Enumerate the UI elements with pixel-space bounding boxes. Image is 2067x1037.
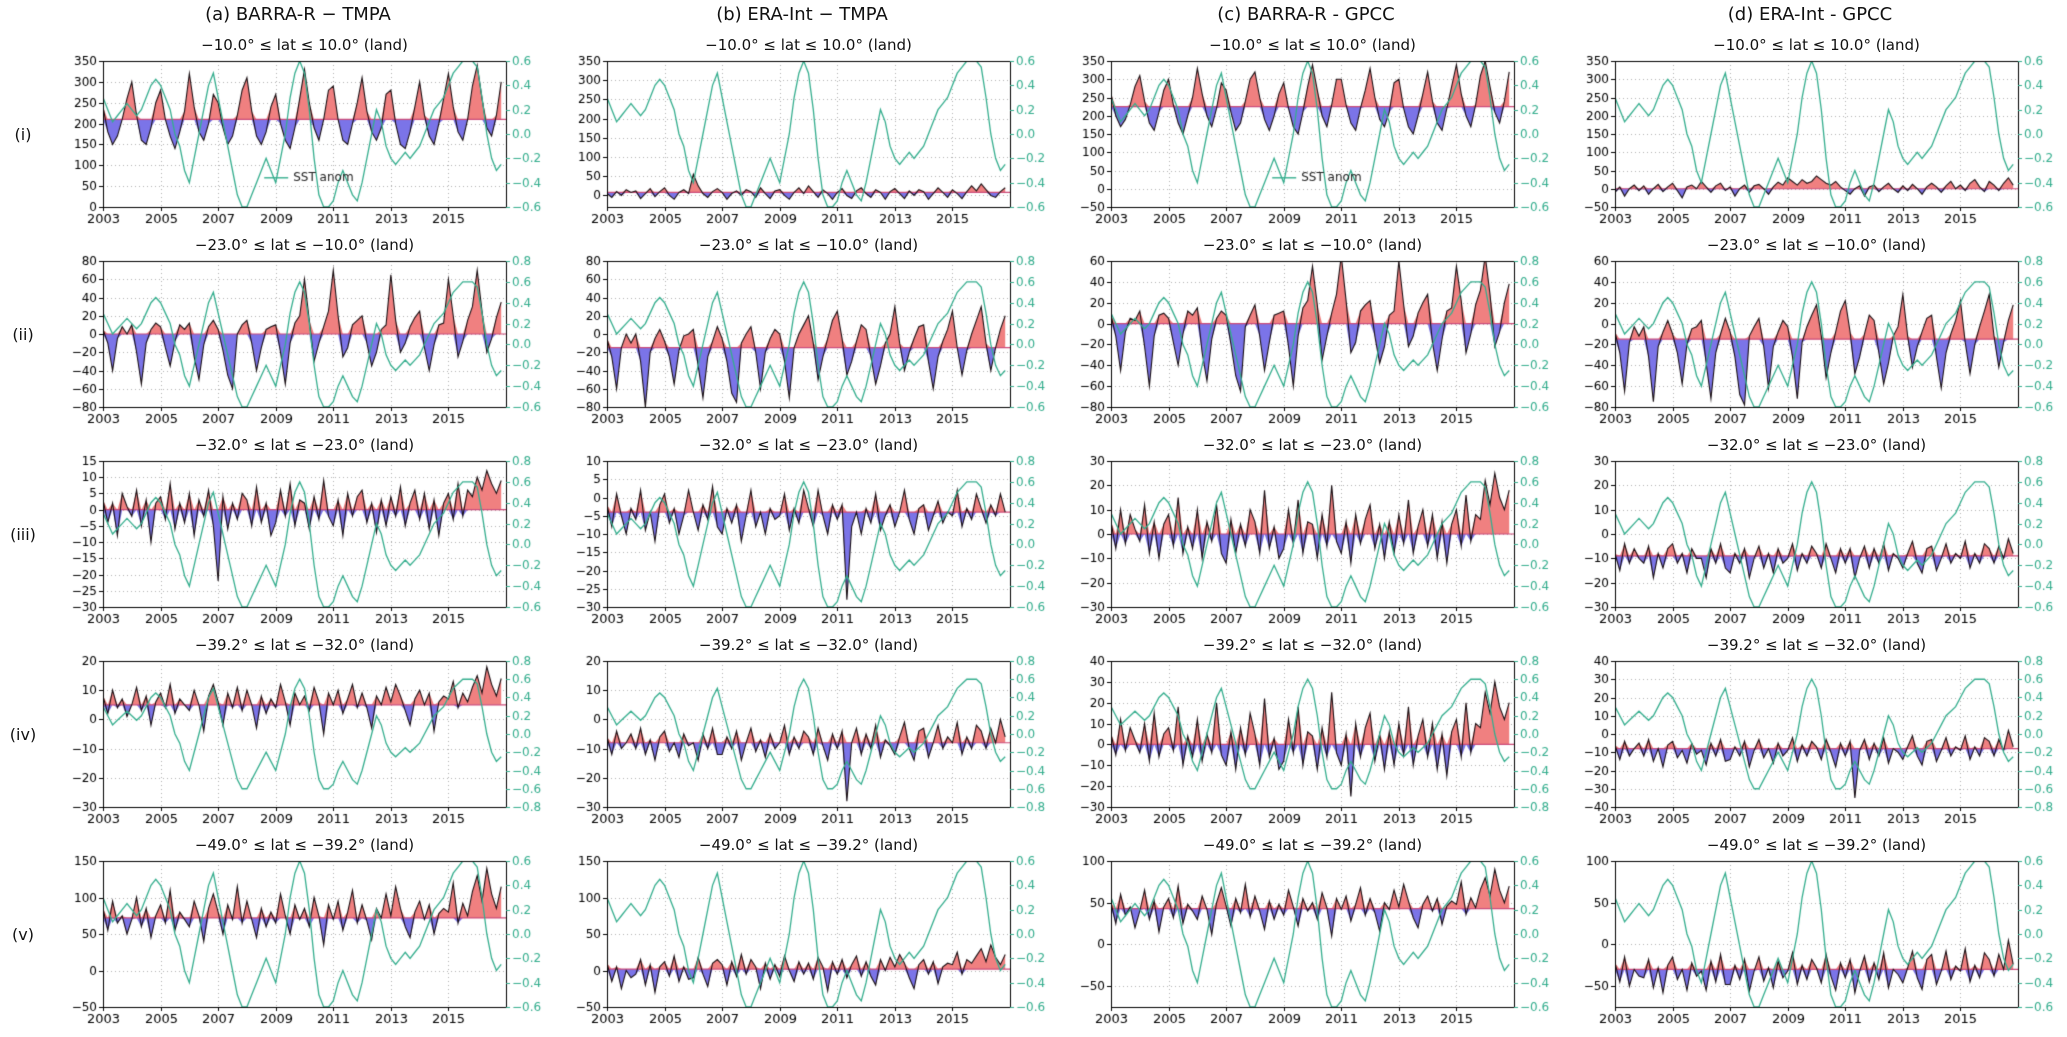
column-header-b: (b) ERA-Int − TMPA (716, 4, 888, 25)
panel-plot (46, 855, 550, 1034)
panel: −32.0° ≤ lat ≤ −23.0° (land) (1054, 434, 1558, 634)
row-label-iii: (iii) (10, 524, 36, 544)
panel-plot (550, 455, 1054, 634)
panel: −39.2° ≤ lat ≤ −32.0° (land) (550, 634, 1054, 834)
row-v: (v) −49.0° ≤ lat ≤ −39.2° (land) −49.0° … (0, 834, 2066, 1034)
panel-title: −23.0° ≤ lat ≤ −10.0° (land) (1706, 236, 1927, 254)
panel-title: −49.0° ≤ lat ≤ −39.2° (land) (194, 836, 415, 854)
panel-plot (1558, 455, 2062, 634)
panel: −32.0° ≤ lat ≤ −23.0° (land) (46, 434, 550, 634)
panel: −23.0° ≤ lat ≤ −10.0° (land) (1558, 234, 2062, 434)
panel-title: −39.2° ≤ lat ≤ −32.0° (land) (1706, 636, 1927, 654)
panel-title: −23.0° ≤ lat ≤ −10.0° (land) (194, 236, 415, 254)
panel-title: −23.0° ≤ lat ≤ −10.0° (land) (1202, 236, 1423, 254)
panel: −32.0° ≤ lat ≤ −23.0° (land) (1558, 434, 2062, 634)
row-iii: (iii) −32.0° ≤ lat ≤ −23.0° (land) −32.0… (0, 434, 2066, 634)
panel-title: −49.0° ≤ lat ≤ −39.2° (land) (1706, 836, 1927, 854)
panel-plot (46, 255, 550, 434)
panel: −10.0° ≤ lat ≤ 10.0° (land) (550, 34, 1054, 234)
panel-title: −32.0° ≤ lat ≤ −23.0° (land) (194, 436, 415, 454)
panel: −10.0° ≤ lat ≤ 10.0° (land) (1054, 34, 1558, 234)
panel: −32.0° ≤ lat ≤ −23.0° (land) (550, 434, 1054, 634)
panel-title: −32.0° ≤ lat ≤ −23.0° (land) (698, 436, 919, 454)
row-label-iv: (iv) (9, 724, 37, 744)
panel-plot (550, 855, 1054, 1034)
row-label-i: (i) (14, 124, 32, 144)
panel: −23.0° ≤ lat ≤ −10.0° (land) (46, 234, 550, 434)
panel: −49.0° ≤ lat ≤ −39.2° (land) (1558, 834, 2062, 1034)
panel-title: −39.2° ≤ lat ≤ −32.0° (land) (194, 636, 415, 654)
row-label-ii: (ii) (12, 324, 34, 344)
column-header-c: (c) BARRA-R - GPCC (1217, 4, 1395, 25)
column-header-d: (d) ERA-Int - GPCC (1727, 4, 1893, 25)
panel-title: −49.0° ≤ lat ≤ −39.2° (land) (698, 836, 919, 854)
panel-title: −39.2° ≤ lat ≤ −32.0° (land) (1202, 636, 1423, 654)
panel: −39.2° ≤ lat ≤ −32.0° (land) (1054, 634, 1558, 834)
panel-title: −10.0° ≤ lat ≤ 10.0° (land) (1209, 36, 1416, 54)
panel: −10.0° ≤ lat ≤ 10.0° (land) (1558, 34, 2062, 234)
row-label-v: (v) (12, 924, 34, 944)
panel: −23.0° ≤ lat ≤ −10.0° (land) (550, 234, 1054, 434)
panel: −49.0° ≤ lat ≤ −39.2° (land) (550, 834, 1054, 1034)
panel-plot (550, 55, 1054, 234)
row-ii: (ii) −23.0° ≤ lat ≤ −10.0° (land) −23.0°… (0, 234, 2066, 434)
panel: −10.0° ≤ lat ≤ 10.0° (land) (46, 34, 550, 234)
panel-plot (1558, 655, 2062, 834)
panel: −49.0° ≤ lat ≤ −39.2° (land) (46, 834, 550, 1034)
panel-plot (1558, 255, 2062, 434)
column-headers: (a) BARRA-R − TMPA (b) ERA-Int − TMPA (c… (0, 4, 2066, 34)
panel-plot (46, 655, 550, 834)
panel-plot (46, 55, 550, 234)
panel-plot (1054, 55, 1558, 234)
panel-plot (1558, 55, 2062, 234)
panel-plot (550, 255, 1054, 434)
panel-plot (1054, 655, 1558, 834)
panel-title: −39.2° ≤ lat ≤ −32.0° (land) (698, 636, 919, 654)
panel-title: −49.0° ≤ lat ≤ −39.2° (land) (1202, 836, 1423, 854)
panel-title: −32.0° ≤ lat ≤ −23.0° (land) (1202, 436, 1423, 454)
row-i: (i) −10.0° ≤ lat ≤ 10.0° (land) −10.0° ≤… (0, 34, 2066, 234)
panel-plot (1054, 255, 1558, 434)
panel-title: −32.0° ≤ lat ≤ −23.0° (land) (1706, 436, 1927, 454)
panel: −39.2° ≤ lat ≤ −32.0° (land) (46, 634, 550, 834)
panel-plot (1054, 855, 1558, 1034)
row-iv: (iv) −39.2° ≤ lat ≤ −32.0° (land) −39.2°… (0, 634, 2066, 834)
panel-plot (1558, 855, 2062, 1034)
column-header-a: (a) BARRA-R − TMPA (205, 4, 391, 25)
panel: −39.2° ≤ lat ≤ −32.0° (land) (1558, 634, 2062, 834)
panel-plot (1054, 455, 1558, 634)
panel: −23.0° ≤ lat ≤ −10.0° (land) (1054, 234, 1558, 434)
panel-plot (46, 455, 550, 634)
panel-title: −23.0° ≤ lat ≤ −10.0° (land) (698, 236, 919, 254)
panel-title: −10.0° ≤ lat ≤ 10.0° (land) (1713, 36, 1920, 54)
panel-title: −10.0° ≤ lat ≤ 10.0° (land) (201, 36, 408, 54)
panel: −49.0° ≤ lat ≤ −39.2° (land) (1054, 834, 1558, 1034)
panel-plot (550, 655, 1054, 834)
panel-title: −10.0° ≤ lat ≤ 10.0° (land) (705, 36, 912, 54)
